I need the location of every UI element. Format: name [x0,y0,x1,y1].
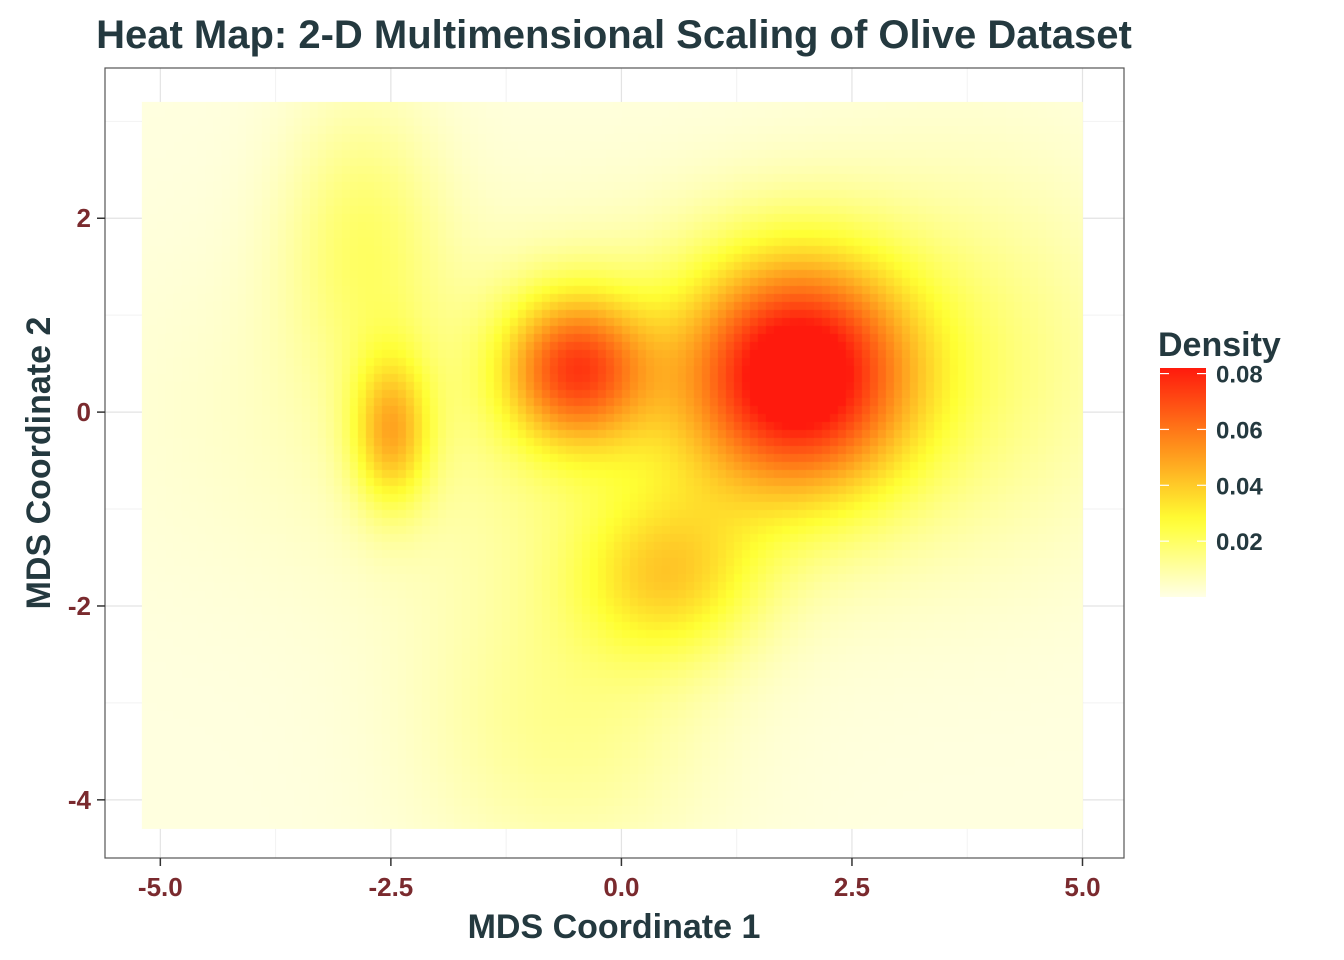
legend-title: Density [1158,326,1281,364]
legend-ticks: 0.08 0.06 0.04 0.02 [1160,362,1263,556]
chart-title: Heat Map: 2-D Multimensional Scaling of … [96,13,1132,57]
legend-tick-label: 0.06 [1216,417,1263,444]
x-tick-label: 2.5 [834,872,870,902]
legend-colorbar [1160,368,1206,597]
legend-tick-label: 0.04 [1216,473,1263,500]
density-raster [141,101,1083,829]
x-tick-label: 5.0 [1064,872,1100,902]
plot-border [104,67,1125,859]
y-tick-label: -4 [68,785,92,815]
y-tick-label: -2 [68,591,91,621]
x-tick-label: -2.5 [368,872,413,902]
x-tick-label: -5.0 [138,872,183,902]
legend: Density 0.08 0.06 0.04 0.02 [1158,326,1281,597]
legend-tick-label: 0.02 [1216,529,1263,556]
legend-tick-label: 0.08 [1216,362,1263,389]
y-tick-label: 0 [77,397,91,427]
y-axis-title: MDS Coordinate 2 [20,317,58,610]
y-axis: 2 0 -2 -4 [68,203,105,815]
y-tick-label: 2 [77,203,91,233]
density-heatmap [141,101,1083,829]
x-axis-title: MDS Coordinate 1 [468,908,761,946]
x-tick-label: 0.0 [603,872,639,902]
x-axis: -5.0 -2.5 0.0 2.5 5.0 [138,858,1101,902]
